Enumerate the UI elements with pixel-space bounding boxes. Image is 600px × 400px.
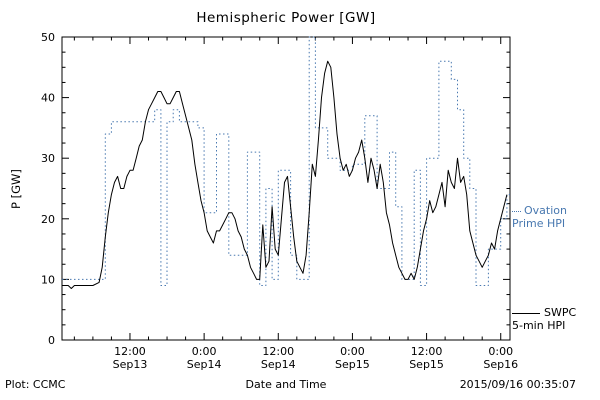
x-tick-time-label: 0:00 (488, 345, 513, 358)
y-tick-label: 10 (41, 273, 55, 286)
x-tick-time-label: 12:00 (411, 345, 443, 358)
x-tick-time-label: 12:00 (114, 345, 146, 358)
y-tick-label: 30 (41, 152, 55, 165)
y-tick-label: 40 (41, 92, 55, 105)
legend-ovation-name2: Prime HPI (512, 217, 566, 230)
legend-swpc-line1: SWPC (512, 306, 576, 319)
x-tick-date-label: Sep14 (187, 358, 222, 371)
legend-ovation-name1: Ovation (524, 204, 567, 217)
x-tick-date-label: Sep16 (483, 358, 518, 371)
chart-title: Hemispheric Power [GW] (196, 10, 376, 26)
plot-frame (61, 36, 511, 341)
legend-ovation: Ovation Prime HPI (512, 204, 567, 230)
swpc-line-sample-icon (512, 312, 540, 314)
ovation-line-sample-icon (512, 210, 521, 212)
legend-swpc: SWPC 5-min HPI (512, 306, 576, 332)
legend-ovation-line1: Ovation (512, 204, 567, 217)
x-tick-time-label: 0:00 (340, 345, 365, 358)
x-tick-date-label: Sep15 (335, 358, 370, 371)
plot-source-label: Plot: CCMC (5, 378, 66, 391)
x-tick-date-label: Sep13 (113, 358, 148, 371)
y-tick-label: 20 (41, 213, 55, 226)
y-tick-label: 0 (48, 334, 55, 347)
x-tick-date-label: Sep15 (409, 358, 444, 371)
x-axis-label: Date and Time (245, 378, 327, 391)
x-tick-time-label: 0:00 (192, 345, 217, 358)
legend-swpc-name1: SWPC (544, 306, 577, 319)
ovation-series-line (62, 36, 510, 286)
x-tick-time-label: 12:00 (262, 345, 294, 358)
y-tick-label: 50 (41, 31, 55, 44)
legend-swpc-name2: 5-min HPI (512, 319, 566, 332)
timestamp-label: 2015/09/16 00:35:07 (459, 378, 576, 391)
x-tick-date-label: Sep14 (261, 358, 296, 371)
swpc-series-line (62, 60, 508, 289)
